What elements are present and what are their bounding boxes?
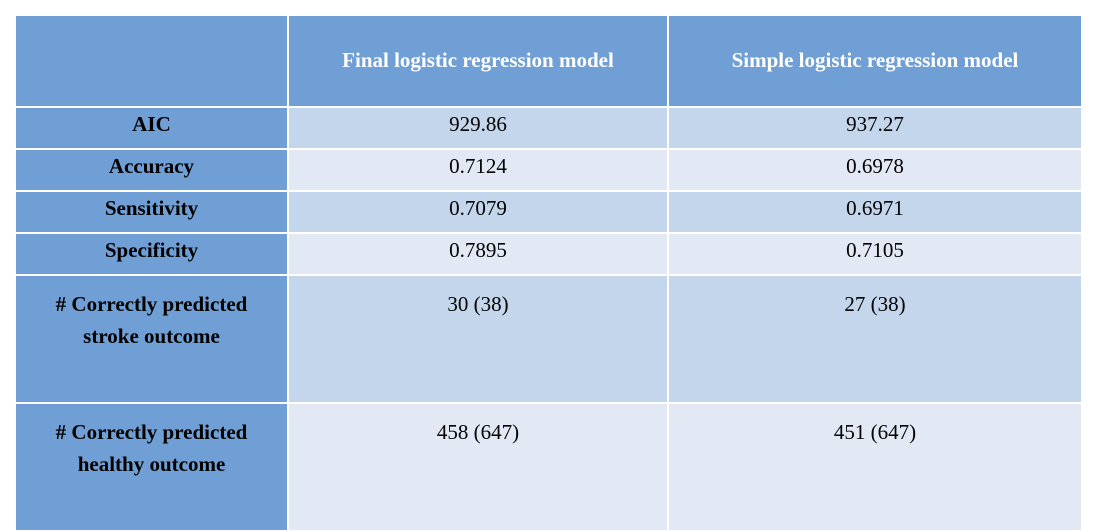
row-label-specificity: Specificity (14, 232, 289, 276)
cell-stroke-final: 30 (38) (287, 274, 669, 404)
cell-aic-simple: 937.27 (667, 106, 1083, 150)
cell-stroke-simple: 27 (38) (667, 274, 1083, 404)
cell-specificity-simple: 0.7105 (667, 232, 1083, 276)
header-corner-cell (14, 14, 289, 108)
cell-accuracy-final: 0.7124 (287, 148, 669, 192)
row-label-healthy-outcome: # Correctly predicted healthy outcome (14, 402, 289, 532)
results-table: Final logistic regression model Simple l… (14, 14, 1083, 532)
cell-healthy-simple: 451 (647) (667, 402, 1083, 532)
table-row-healthy-outcome: # Correctly predicted healthy outcome 45… (14, 402, 1083, 532)
cell-sensitivity-final: 0.7079 (287, 190, 669, 234)
row-label-stroke-line2: stroke outcome (83, 324, 220, 348)
cell-aic-final: 929.86 (287, 106, 669, 150)
cell-accuracy-simple: 0.6978 (667, 148, 1083, 192)
row-label-stroke-line1: # Correctly predicted (55, 292, 248, 316)
table-row-specificity: Specificity 0.7895 0.7105 (14, 232, 1083, 276)
row-label-accuracy: Accuracy (14, 148, 289, 192)
table-row-sensitivity: Sensitivity 0.7079 0.6971 (14, 190, 1083, 234)
header-simple-model: Simple logistic regression model (667, 14, 1083, 108)
header-final-model: Final logistic regression model (287, 14, 669, 108)
header-row: Final logistic regression model Simple l… (14, 14, 1083, 108)
row-label-healthy-line2: healthy outcome (77, 452, 226, 476)
table-row-accuracy: Accuracy 0.7124 0.6978 (14, 148, 1083, 192)
cell-healthy-final: 458 (647) (287, 402, 669, 532)
cell-sensitivity-simple: 0.6971 (667, 190, 1083, 234)
row-label-aic: AIC (14, 106, 289, 150)
row-label-healthy-line1: # Correctly predicted (55, 420, 248, 444)
table-row-aic: AIC 929.86 937.27 (14, 106, 1083, 150)
table-row-stroke-outcome: # Correctly predicted stroke outcome 30 … (14, 274, 1083, 404)
row-label-stroke-outcome: # Correctly predicted stroke outcome (14, 274, 289, 404)
row-label-sensitivity: Sensitivity (14, 190, 289, 234)
cell-specificity-final: 0.7895 (287, 232, 669, 276)
